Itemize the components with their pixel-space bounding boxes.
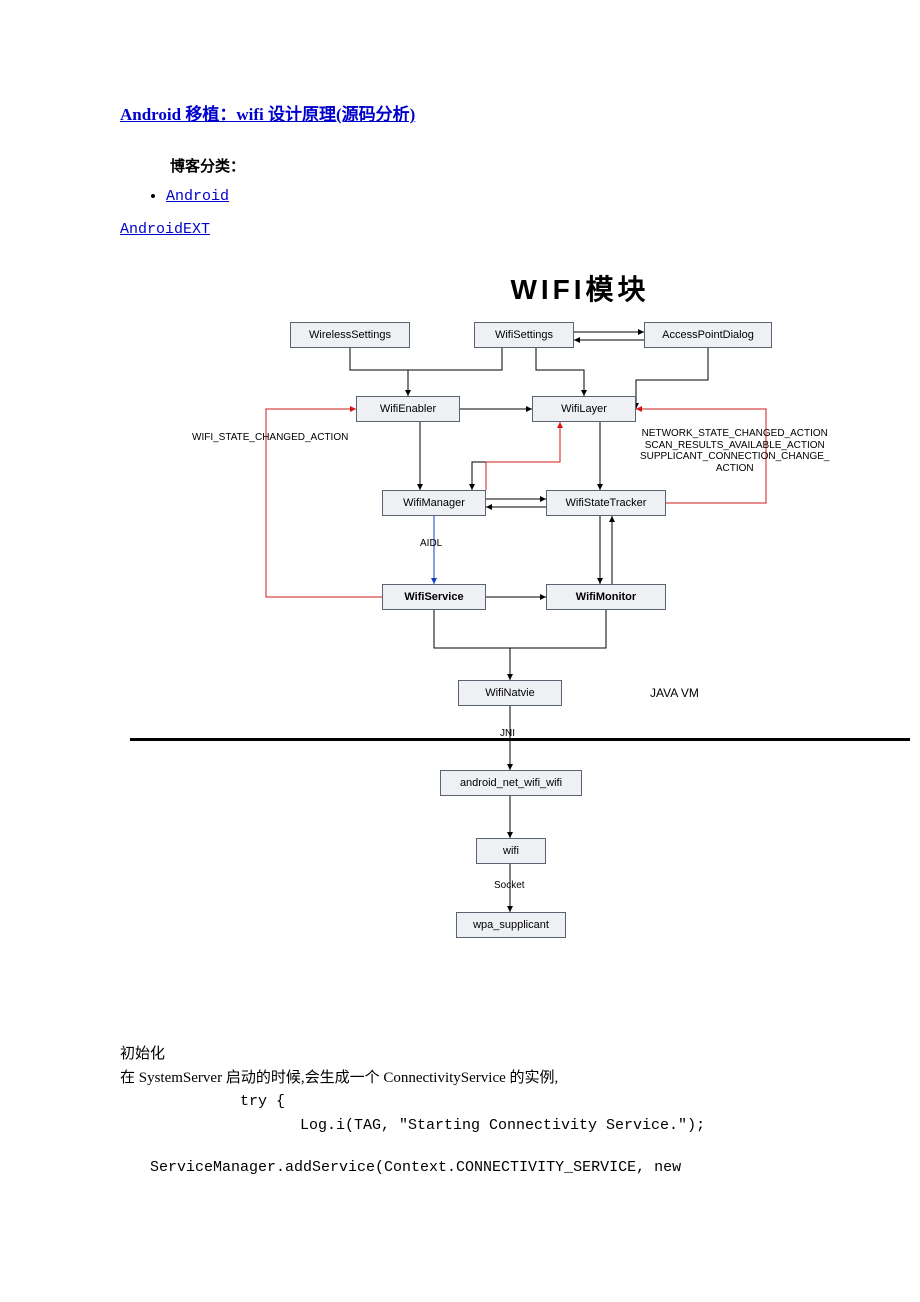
code-line: ServiceManager.addService(Context.CONNEC… (150, 1156, 800, 1180)
label-left-action: WIFI_STATE_CHANGED_ACTION (192, 432, 348, 443)
diagram-arrows (130, 262, 910, 1022)
page-title-link[interactable]: Android 移植：wifi 设计原理(源码分析) (120, 105, 415, 124)
paragraph: 初始化 (120, 1042, 800, 1066)
article-body: 初始化 在 SystemServer 启动的时候,会生成一个 Connectiv… (120, 1042, 800, 1180)
node-wifi-state-tracker: WifiStateTracker (546, 490, 666, 516)
wifi-module-diagram: WIFI模块 (130, 262, 910, 1022)
code-line: Log.i(TAG, "Starting Connectivity Servic… (300, 1114, 800, 1138)
label-jni: JNI (500, 728, 515, 739)
node-wifi-monitor: WifiMonitor (546, 584, 666, 610)
category-list: Android (150, 188, 800, 205)
node-wireless-settings: WirelessSettings (290, 322, 410, 348)
jni-separator (130, 738, 910, 741)
label-socket: Socket (494, 880, 525, 891)
tags-row: AndroidEXT (120, 221, 800, 238)
diagram-title: WIFI模块 (130, 268, 910, 308)
node-wifi-service: WifiService (382, 584, 486, 610)
label-aidl: AIDL (420, 538, 442, 549)
code-line: try { (240, 1090, 800, 1114)
category-link[interactable]: Android (166, 188, 229, 205)
list-item: Android (166, 188, 800, 205)
label-java-vm: JAVA VM (650, 686, 699, 700)
node-wifi-manager: WifiManager (382, 490, 486, 516)
node-android-net-wifi: android_net_wifi_wifi (440, 770, 582, 796)
paragraph: 在 SystemServer 启动的时候,会生成一个 ConnectivityS… (120, 1066, 800, 1090)
node-wifi-enabler: WifiEnabler (356, 396, 460, 422)
label-right-actions: NETWORK_STATE_CHANGED_ACTION SCAN_RESULT… (640, 428, 829, 474)
node-wpa-supplicant: wpa_supplicant (456, 912, 566, 938)
node-accesspoint-dialog: AccessPointDialog (644, 322, 772, 348)
node-wifi-lib: wifi (476, 838, 546, 864)
node-wifi-layer: WifiLayer (532, 396, 636, 422)
tag-link[interactable]: AndroidEXT (120, 221, 210, 238)
node-wifi-native: WifiNatvie (458, 680, 562, 706)
node-wifi-settings: WifiSettings (474, 322, 574, 348)
category-heading: 博客分类： (170, 155, 800, 176)
